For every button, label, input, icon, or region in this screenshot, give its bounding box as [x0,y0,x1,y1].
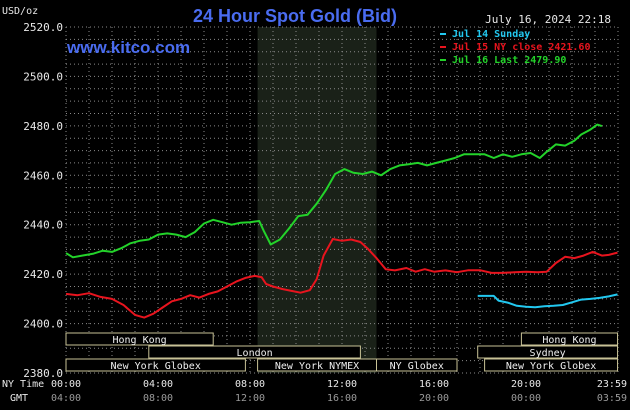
legend-entry: Jul 16 Last 2479.90 [452,55,566,66]
market-session-label: London [237,348,273,359]
market-session-box [65,358,246,372]
timestamp: July 16, 2024 22:18 [485,13,611,26]
market-session-label: Hong Kong [113,335,167,346]
x-tick-label-gmt: 12:00 [235,393,265,404]
market-session-label: New York Globex [111,361,201,372]
series-line-0 [477,293,618,309]
x-tick-label-ny: 23:59 [597,379,627,390]
market-session-box [477,345,619,359]
market-session-label: New York Globex [506,361,596,372]
legend-entry: Jul 15 NY close 2421.60 [452,42,590,53]
x-tick-label-ny: 16:00 [419,379,449,390]
x-tick-label-ny: 08:00 [235,379,265,390]
legend-entry: Jul 14 Sunday [452,29,530,40]
x-axis-ticks: 00:00 04:00 04:00 08:00 08:00 12:00 12:00 16:00… [51,379,627,404]
y-tick-label: 2420.0 [23,268,63,281]
market-session-label: New York NYMEX [275,361,359,372]
market-session-box [484,358,619,372]
x-tick-label-gmt: 00:00 [511,393,541,404]
legend: Jul 14 Sunday Jul 15 NY close 2421.60 Jul … [440,29,590,66]
y-tick-label: 2460.0 [23,169,63,182]
market-sessions: Hong Kong London New York Globex New York N… [65,332,619,372]
y-tick-label: 2440.0 [23,219,63,232]
x-tick-label-gmt: 20:00 [419,393,449,404]
x-tick-label-gmt: 16:00 [327,393,357,404]
chart-title: 24 Hour Spot Gold (Bid) [193,6,397,26]
x-tick-label-ny: 20:00 [511,379,541,390]
nymex-session-shade [257,27,377,373]
y-tick-label: 2520.0 [23,21,63,34]
series-lines [65,123,618,319]
x-tick-label-gmt: 03:59 [597,393,627,404]
market-session-box [65,332,214,346]
x-label-gmt: GMT [10,393,28,404]
y-tick-label: 2500.0 [23,70,63,83]
series-line-1 [65,238,618,319]
market-session-box [520,332,619,346]
x-label-ny-time: NY Time [2,379,44,390]
market-session-box [148,345,361,359]
y-unit-label: USD/oz [2,6,38,17]
market-session-label: NY Globex [390,361,444,372]
market-session-label: Sydney [530,348,566,359]
series-line-2 [65,123,603,259]
x-tick-label-ny: 04:00 [143,379,173,390]
x-tick-label-ny: 12:00 [327,379,357,390]
y-tick-label: 2400.0 [23,318,63,331]
market-session-box [376,358,458,372]
y-tick-label: 2380.0 [23,367,63,380]
x-tick-label-gmt: 04:00 [51,393,81,404]
x-tick-label-ny: 00:00 [51,379,81,390]
x-tick-label-gmt: 08:00 [143,393,173,404]
market-session-label: Hong Kong [542,335,596,346]
y-axis-ticks: 2520.0 2500.0 2480.0 2460.0 2440.0 2420.0 2400… [23,21,63,380]
watermark: www.kitco.com [66,38,190,57]
y-tick-label: 2480.0 [23,120,63,133]
